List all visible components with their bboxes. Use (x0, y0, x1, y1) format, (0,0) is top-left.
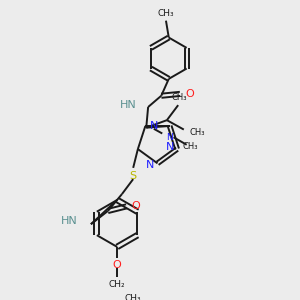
Text: HN: HN (61, 216, 78, 226)
Text: CH₃: CH₃ (189, 128, 205, 137)
Text: O: O (185, 89, 194, 99)
Text: N: N (167, 133, 173, 142)
Text: CH₂: CH₂ (109, 280, 125, 289)
Text: O: O (113, 260, 122, 270)
Text: HN: HN (120, 100, 137, 110)
Text: N: N (166, 142, 174, 152)
Text: S: S (130, 171, 137, 181)
Text: N: N (146, 160, 154, 170)
Text: CH₃: CH₃ (158, 9, 174, 18)
Text: CH₃: CH₃ (171, 93, 187, 102)
Text: N: N (150, 121, 158, 131)
Text: CH₃: CH₃ (125, 294, 141, 300)
Text: O: O (132, 201, 140, 211)
Text: CH₃: CH₃ (183, 142, 198, 151)
